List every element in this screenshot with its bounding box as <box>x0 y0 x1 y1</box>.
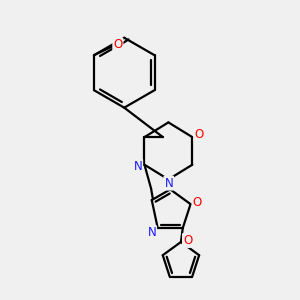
Text: O: O <box>113 38 122 51</box>
Text: O: O <box>193 196 202 209</box>
Text: O: O <box>183 234 192 247</box>
Text: N: N <box>147 226 156 239</box>
Text: N: N <box>134 160 142 173</box>
Text: O: O <box>194 128 204 141</box>
Text: N: N <box>164 177 173 190</box>
